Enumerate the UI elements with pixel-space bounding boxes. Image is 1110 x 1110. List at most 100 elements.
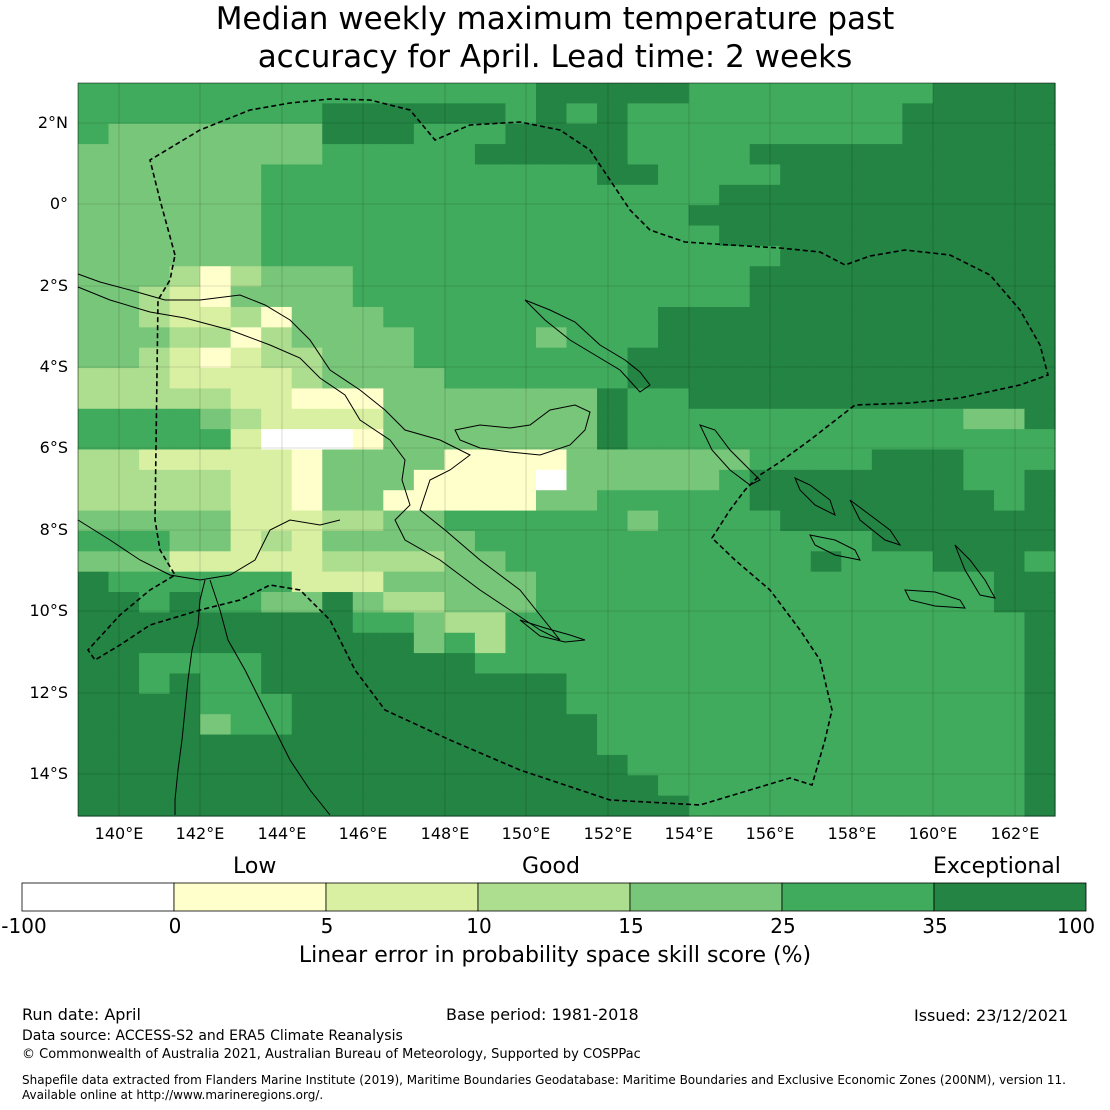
skill-cell <box>169 164 201 186</box>
skill-cell <box>535 144 568 166</box>
skill-cell <box>139 164 171 186</box>
skill-cell <box>719 632 751 654</box>
skill-cell <box>139 327 171 349</box>
skill-cell <box>627 754 659 776</box>
skill-cell <box>963 469 995 491</box>
skill-cell <box>200 429 232 451</box>
skill-cell <box>322 530 354 552</box>
lon-label-148e: 148°E <box>420 824 470 843</box>
skill-cell <box>78 225 110 247</box>
skill-cell <box>749 469 781 491</box>
skill-cell <box>474 225 507 247</box>
skill-cell <box>383 734 415 756</box>
skill-cell <box>719 368 751 390</box>
skill-cell <box>627 286 659 308</box>
lat-label-2n: 2°N <box>37 113 68 132</box>
skill-cell <box>291 347 323 369</box>
skill-cell <box>261 184 293 206</box>
skill-cell <box>902 184 934 206</box>
skill-cell <box>719 490 751 512</box>
skill-cell <box>169 368 201 390</box>
skill-cell <box>780 164 812 186</box>
skill-cell <box>841 408 873 430</box>
skill-cell <box>627 632 659 654</box>
colorbar-segment <box>781 882 935 912</box>
skill-cell <box>566 612 598 634</box>
skill-cell <box>78 530 110 552</box>
skill-cell <box>352 225 384 247</box>
lon-label-146e: 146°E <box>338 824 388 843</box>
skill-cell <box>1024 184 1056 206</box>
skill-cell <box>566 469 598 491</box>
skill-cell <box>658 775 690 797</box>
skill-cell <box>322 347 354 369</box>
skill-cell <box>535 795 568 817</box>
skill-cell <box>688 205 720 227</box>
skill-cell <box>780 103 812 125</box>
skill-cell <box>322 429 354 451</box>
skill-cell <box>169 714 201 736</box>
skill-cell <box>871 164 903 186</box>
skill-cell <box>505 795 537 817</box>
skill-cell <box>291 408 323 430</box>
skill-cell <box>749 510 781 532</box>
skill-cell <box>566 83 598 104</box>
skill-cell <box>139 571 171 593</box>
skill-cell <box>78 408 110 430</box>
skill-cell <box>352 83 384 104</box>
skill-cell <box>444 306 476 328</box>
skill-cell <box>505 144 537 166</box>
skill-cell <box>932 754 965 776</box>
skill-cell <box>566 775 598 797</box>
skill-cell <box>383 408 415 430</box>
skill-cell <box>444 286 476 308</box>
skill-cell <box>474 388 507 410</box>
lat-label-6s: 6°S <box>39 438 68 457</box>
skill-cell <box>200 286 232 308</box>
skill-cell <box>291 245 323 267</box>
skill-cell <box>108 184 140 206</box>
skill-cell <box>413 408 445 430</box>
skill-cell <box>841 347 873 369</box>
skill-cell <box>169 225 201 247</box>
skill-cell <box>444 632 476 654</box>
skill-cell <box>230 184 262 206</box>
skill-cell <box>993 306 1026 328</box>
skill-cell <box>444 693 476 715</box>
skill-cell <box>383 205 415 227</box>
skill-cell <box>383 653 415 675</box>
skill-cell <box>413 144 445 166</box>
skill-cell <box>810 775 842 797</box>
lat-label-0: 0° <box>49 194 68 213</box>
skill-cell <box>902 673 934 695</box>
maritime-boundaries <box>86 98 1049 806</box>
skill-cell <box>322 123 354 145</box>
skill-cell <box>200 144 232 166</box>
skill-cell <box>810 592 842 613</box>
skill-cell <box>322 164 354 186</box>
colorbar-category-good: Good <box>522 854 580 879</box>
skill-cell <box>841 144 873 166</box>
map-title-line2: accuracy for April. Lead time: 2 weeks <box>257 39 853 75</box>
skill-cell <box>597 714 629 736</box>
skill-cell <box>963 408 995 430</box>
skill-cell <box>963 327 995 349</box>
skill-cell <box>383 164 415 186</box>
skill-cell <box>810 286 842 308</box>
skill-cell <box>535 632 568 654</box>
skill-cell <box>505 245 537 267</box>
skill-cell <box>261 225 293 247</box>
skill-cell <box>505 225 537 247</box>
skill-cell <box>352 368 384 390</box>
skill-cell <box>871 184 903 206</box>
skill-cell <box>413 490 445 512</box>
skill-cell <box>1024 571 1056 593</box>
skill-cell <box>505 286 537 308</box>
skill-cell <box>535 266 568 288</box>
skill-cell <box>658 286 690 308</box>
skill-cell <box>1024 408 1056 430</box>
skill-cell <box>352 205 384 227</box>
skill-cell <box>322 795 354 817</box>
skill-cell <box>200 632 232 654</box>
skill-cell <box>871 286 903 308</box>
